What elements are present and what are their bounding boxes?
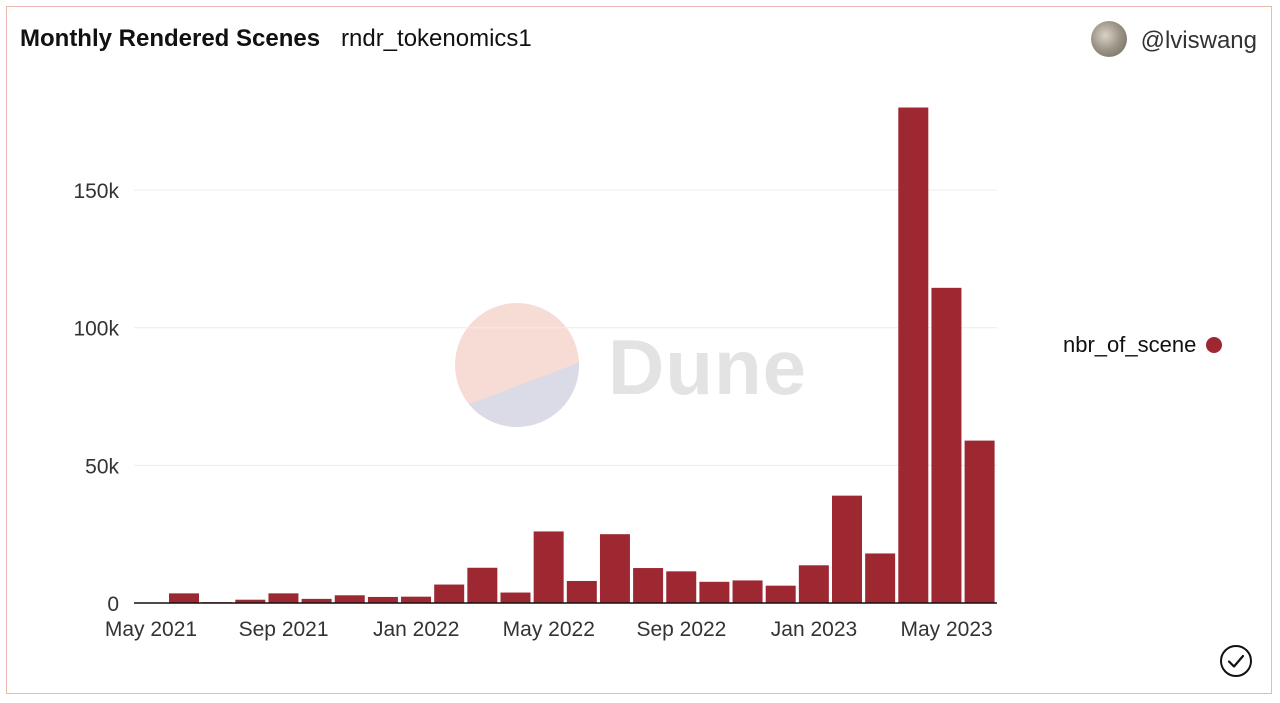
x-tick-label: May 2021 bbox=[105, 618, 197, 641]
bar bbox=[268, 593, 299, 603]
bar bbox=[169, 593, 199, 603]
bar bbox=[765, 585, 796, 603]
author-name[interactable]: @lviswang bbox=[1140, 27, 1257, 54]
x-tick-label: May 2023 bbox=[900, 618, 992, 641]
legend-label: nbr_of_scene bbox=[1063, 332, 1197, 357]
x-tick-label: Jan 2022 bbox=[373, 618, 459, 641]
bar bbox=[434, 584, 465, 603]
bar bbox=[633, 568, 664, 603]
y-tick-label: 50k bbox=[85, 455, 119, 478]
bar bbox=[699, 581, 730, 603]
bar bbox=[798, 565, 829, 603]
bar bbox=[666, 571, 697, 603]
x-tick-label: Sep 2021 bbox=[239, 618, 329, 641]
y-tick-label: 0 bbox=[107, 593, 119, 616]
bar bbox=[732, 580, 763, 603]
avatar[interactable] bbox=[1090, 21, 1127, 57]
legend[interactable]: nbr_of_scene bbox=[1063, 332, 1223, 358]
check-circle-icon[interactable] bbox=[1219, 644, 1253, 678]
dune-logo-icon bbox=[455, 303, 579, 427]
bar bbox=[865, 553, 896, 603]
x-tick-label: May 2022 bbox=[503, 618, 595, 641]
bar bbox=[566, 580, 597, 603]
bar bbox=[832, 495, 862, 603]
bar bbox=[599, 534, 630, 603]
bar bbox=[301, 598, 332, 603]
bar bbox=[401, 596, 432, 603]
bar bbox=[467, 567, 498, 603]
author-link[interactable]: @lviswang bbox=[1090, 21, 1257, 57]
y-tick-label: 150k bbox=[73, 180, 119, 203]
legend-dot-icon bbox=[1206, 337, 1223, 353]
query-name[interactable]: rndr_tokenomics1 bbox=[341, 25, 532, 52]
chart-title: Monthly Rendered Scenes bbox=[20, 25, 321, 52]
bar bbox=[334, 595, 365, 603]
bar bbox=[931, 287, 962, 603]
y-tick-label: 100k bbox=[73, 318, 119, 341]
bar bbox=[500, 592, 531, 603]
bar bbox=[898, 107, 929, 604]
x-tick-label: Jan 2023 bbox=[771, 618, 857, 641]
bar bbox=[533, 531, 564, 603]
bar bbox=[964, 440, 995, 603]
bar bbox=[235, 599, 266, 603]
x-tick-label: Sep 2022 bbox=[636, 618, 726, 641]
watermark-text: Dune bbox=[608, 323, 807, 411]
chart-header: Monthly Rendered Scenes rndr_tokenomics1… bbox=[7, 7, 1271, 73]
bar bbox=[367, 596, 398, 603]
